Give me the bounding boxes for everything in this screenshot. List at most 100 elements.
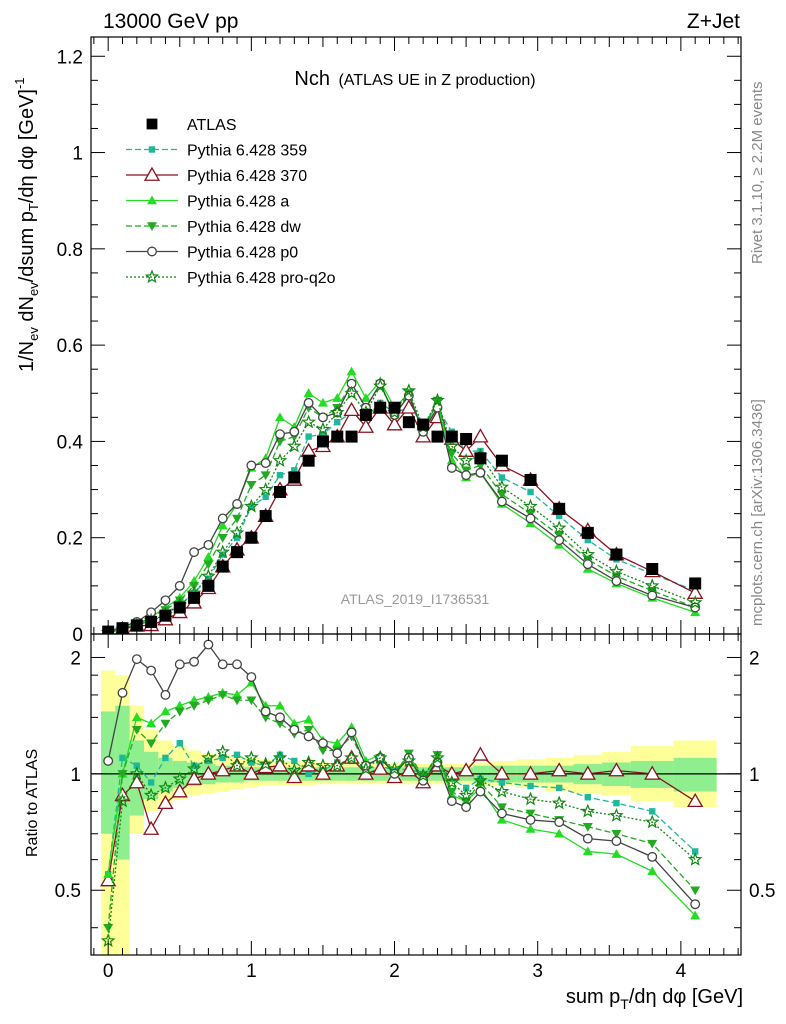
data-point [233,534,241,541]
data-point [272,750,288,765]
series-pythia-6-428-p0 [103,639,701,910]
data-point [217,691,228,700]
data-point [229,525,245,540]
data-point [608,762,625,777]
data-point [332,738,343,747]
data-point [258,481,273,496]
data-point [317,738,328,749]
data-point [174,659,185,670]
y-tick-label-main: 0.2 [57,529,83,550]
data-point [400,762,417,777]
data-point [582,559,593,570]
data-point [387,761,402,776]
data-point [214,762,231,777]
y-tick-label-ratio-left: 0.5 [55,881,81,902]
data-point [300,442,317,457]
data-point [303,397,314,408]
data-point [690,886,701,896]
data-point [146,118,158,130]
data-point [144,269,160,284]
data-point [432,751,443,760]
series-line [107,382,696,634]
data-point [609,807,624,822]
series-pythia-6-428-dw [103,691,701,933]
data-point [524,473,537,486]
data-point [147,779,155,786]
data-point [527,488,534,496]
data-point [276,751,284,759]
data-point [551,762,568,777]
data-point [522,765,539,780]
data-point [372,378,388,393]
data-point [244,750,259,765]
data-point [610,548,623,561]
data-point [496,496,507,507]
x-tick-label: 0 [103,961,114,982]
data-point [260,471,271,481]
y-tick-label-main: 1 [72,144,83,165]
data-point [345,430,358,443]
x-axis-title: sum pT/dη dφ [GeV] [566,986,743,1012]
data-point [260,458,271,469]
legend-label: Pythia 6.428 a [187,194,289,211]
data-point [554,535,565,546]
data-point [202,579,215,592]
data-point [302,454,315,467]
data-point [611,849,622,858]
series-pythia-6-428-pro-q2o [100,744,703,947]
series-pythia-6-428-a [103,677,701,920]
data-point [174,580,185,591]
y-tick-label-main: 0.4 [57,432,84,453]
data-point [316,435,329,448]
band-bin [143,751,159,800]
data-point [359,408,372,421]
data-point [103,755,114,766]
data-point [231,546,244,559]
data-point [332,393,343,402]
x-tick-label: 1 [246,961,257,982]
data-point [403,390,414,401]
data-point [201,750,216,765]
legend-entry-atlas: ATLAS [146,117,237,134]
data-point [188,591,201,604]
legend-label: Pythia 6.428 359 [187,143,307,160]
data-point [158,780,173,795]
data-point [246,672,257,682]
data-point [260,706,271,717]
data-point [286,768,303,784]
data-point [554,828,565,838]
data-point [272,453,288,467]
data-point [147,222,157,231]
data-point [133,762,141,769]
data-point [305,770,312,778]
data-point [115,793,130,808]
data-point [274,719,285,729]
data-point [303,726,314,735]
data-point [233,751,241,759]
data-point [317,746,328,756]
data-point [461,802,472,813]
data-point [146,718,157,728]
series-line [107,643,696,905]
data-point [203,551,214,561]
data-point [332,748,343,759]
data-point [388,401,401,414]
ratio-panel-frame [90,633,742,956]
series-line [107,681,696,917]
data-point [446,796,457,807]
data-point [496,803,507,813]
data-point [171,783,188,798]
data-point [246,696,257,706]
data-point [217,659,228,670]
data-point [244,498,259,513]
legend-label: Pythia 6.428 p0 [187,245,298,262]
data-point [687,595,703,609]
data-point [217,520,228,530]
data-point [415,767,431,782]
data-point [644,578,660,593]
data-point [687,792,704,808]
data-point [460,433,473,446]
data-point [289,718,300,728]
y-tick-label-ratio-right: 0.5 [749,881,775,902]
data-point [523,791,538,806]
